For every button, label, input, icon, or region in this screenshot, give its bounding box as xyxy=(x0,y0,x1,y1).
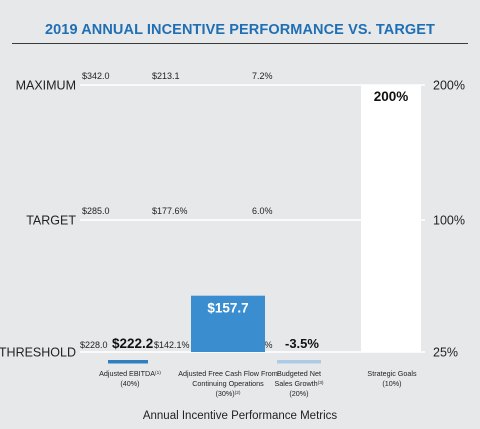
x-axis-label: Annual Incentive Performance Metrics xyxy=(142,410,338,422)
level-label-threshold: THRESHOLD xyxy=(0,346,76,360)
category-label-4: Strategic Goals (10%) xyxy=(367,369,417,388)
bar-4 xyxy=(361,85,421,352)
chart-title: 2019 ANNUAL INCENTIVE PERFORMANCE VS. TA… xyxy=(44,22,436,38)
category-label-line: Sales Growth(3) xyxy=(274,379,323,388)
payout-label-threshold: 25% xyxy=(433,346,458,360)
footnote-marker: (3) xyxy=(318,380,324,386)
category-label-line: Continuing Operations xyxy=(192,379,264,388)
marker-3 xyxy=(277,360,321,364)
marker-1 xyxy=(108,360,148,364)
goal-label-maximum-3: 7.2% xyxy=(252,71,273,81)
level-label-target: TARGET xyxy=(26,214,76,228)
payout-label-maximum: 200% xyxy=(433,79,465,93)
category-label-line: (10%) xyxy=(382,379,401,388)
goal-label-threshold-2: $142.1% xyxy=(154,340,190,350)
category-label-1: Adjusted EBITDA(1) (40%) xyxy=(99,369,161,388)
category-label-2: Adjusted Free Cash Flow From Continuing O… xyxy=(178,369,277,398)
goal-label-maximum-2: $213.1 xyxy=(152,71,180,81)
actual-label-3: -3.5% xyxy=(285,336,319,351)
title-rule xyxy=(12,43,468,44)
goal-label-maximum-1: $342.0 xyxy=(82,71,110,81)
bar-2 xyxy=(191,295,265,352)
category-label-line: (40%) xyxy=(120,379,139,388)
payout-label-target: 100% xyxy=(433,214,465,228)
category-label-line: Budgeted Net xyxy=(277,369,321,378)
goal-label-target-3: 6.0% xyxy=(252,206,273,216)
level-label-maximum: MAXIMUM xyxy=(16,79,76,93)
footnote-marker: (1) xyxy=(155,370,161,376)
category-label-line: (30%)(2) xyxy=(215,389,240,398)
actual-label-1: $222.2 xyxy=(112,336,153,351)
category-label-line: (20%) xyxy=(289,389,308,398)
footnote-marker: (2) xyxy=(235,390,241,396)
category-label-line: Adjusted Free Cash Flow From xyxy=(178,369,277,378)
actual-label-4: 200% xyxy=(374,89,409,104)
goal-label-target-2: $177.6% xyxy=(152,206,188,216)
category-label-3: Budgeted Net Sales Growth(3) (20%) xyxy=(274,369,323,398)
goal-label-target-1: $285.0 xyxy=(82,206,110,216)
category-label-line: Adjusted EBITDA(1) xyxy=(99,369,161,378)
actual-label-2: $157.7 xyxy=(207,301,248,316)
goal-label-threshold-1: $228.0 xyxy=(80,340,108,350)
category-label-line: Strategic Goals xyxy=(367,369,417,378)
